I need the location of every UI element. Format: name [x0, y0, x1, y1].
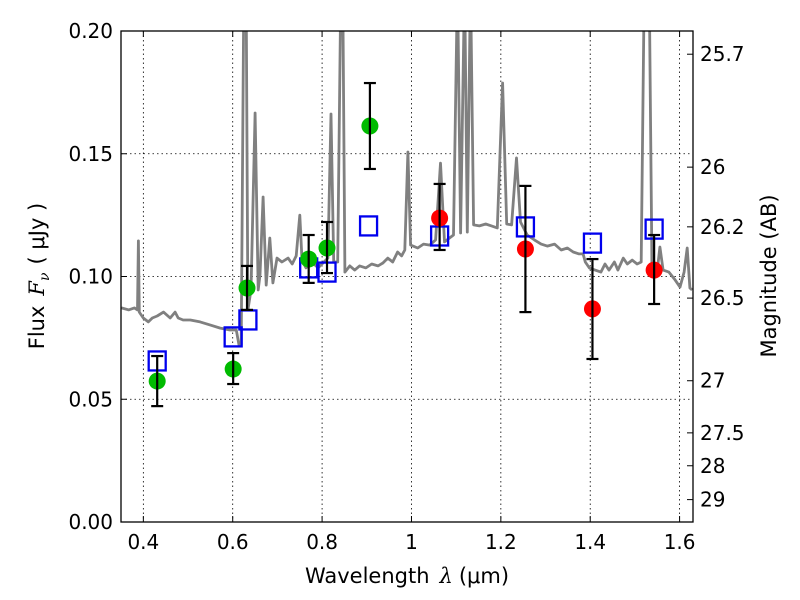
model-photometry-square [582, 232, 603, 254]
model-spectrum-line [121, 31, 693, 347]
y2-tick-label: 26.2 [700, 215, 745, 239]
model-photometry-square [358, 215, 379, 237]
y-tick-label: 0.00 [68, 510, 113, 534]
x-tick-label: 1.6 [664, 530, 696, 554]
x-tick-label: 0.4 [127, 530, 159, 554]
y2-tick-label: 27.5 [700, 421, 745, 445]
y2-tick-label: 27 [700, 369, 725, 393]
y-axis-label: FluxFν( μJy ) [25, 203, 53, 349]
y2-axis-label: Magnitude (AB) [757, 194, 781, 357]
x-tick-label: 0.8 [306, 530, 338, 554]
x-tick-label: 1.2 [485, 530, 517, 554]
tick-labels: 0.4 0.6 0.8 1 1.2 1.4 1.6 0.00 0.05 0.10 0.15 0.20 2… [68, 19, 744, 554]
x-tick-label: 1.4 [574, 530, 606, 554]
points-layer [147, 81, 664, 408]
y-tick-label: 0.10 [68, 265, 113, 289]
y2-tick-label: 29 [700, 488, 725, 512]
model-photometry-square [223, 326, 243, 348]
y-tick-label: 0.20 [68, 19, 113, 43]
tick-marks [121, 30, 693, 523]
spectrum-layer [121, 31, 693, 347]
y-tick-label: 0.05 [68, 387, 113, 411]
y2-tick-label: 25.7 [700, 42, 745, 66]
y2-tick-label: 26 [700, 155, 725, 179]
y2-tick-label: 26.5 [700, 286, 745, 310]
x-axis-label: Wavelength λ (μm) [305, 564, 509, 588]
grid-lines [121, 30, 693, 523]
y-tick-label: 0.15 [68, 142, 113, 166]
x-tick-label: 1 [405, 530, 418, 554]
x-tick-label: 0.6 [217, 530, 249, 554]
y2-tick-label: 28 [700, 454, 725, 478]
